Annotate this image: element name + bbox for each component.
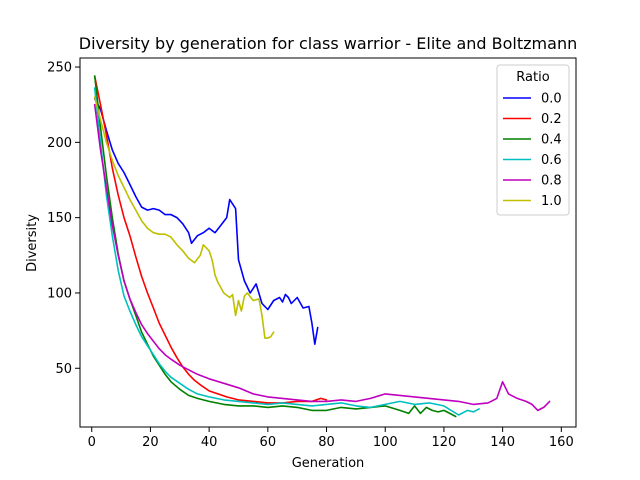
- x-tick-label: 160: [549, 435, 574, 450]
- series-line-0-0: [93, 97, 319, 346]
- x-tick-label: 0: [88, 435, 96, 450]
- x-tick-label: 120: [432, 435, 457, 450]
- x-tick-label: 80: [318, 435, 335, 450]
- legend-box: [496, 64, 570, 216]
- legend-entry-label: 0.2: [541, 112, 562, 127]
- legend-title: Ratio: [516, 70, 549, 85]
- series-line-0-6: [93, 87, 480, 416]
- y-tick-label: 100: [47, 286, 72, 301]
- x-tick-label: 100: [373, 435, 398, 450]
- legend-entry-label: 0.6: [541, 153, 562, 168]
- y-axis-label: Diversity: [25, 214, 40, 272]
- legend-entry-label: 0.4: [541, 133, 562, 148]
- x-tick-label: 40: [201, 435, 218, 450]
- x-tick-label: 140: [490, 435, 515, 450]
- legend-entry-label: 0.8: [541, 174, 562, 189]
- y-tick-label: 50: [55, 362, 72, 377]
- legend-items: 0.0 0.2 0.4 0.6 0.8 1.0: [503, 92, 562, 209]
- series-line-0-2: [93, 75, 328, 404]
- y-axis-ticks: 50 100 150 200 250: [47, 61, 80, 377]
- series-line-0-4: [93, 75, 457, 418]
- legend: Ratio 0.0 0.2 0.4 0.6 0.8 1.0: [496, 64, 570, 216]
- x-tick-label: 60: [260, 435, 277, 450]
- series-line-1-0: [93, 96, 275, 339]
- plot-area: [93, 75, 551, 418]
- series-line-0-8: [93, 103, 551, 412]
- x-axis-ticks: 0 20 40 60 80 100 120 140 160: [88, 427, 574, 450]
- legend-entry-label: 0.0: [541, 92, 562, 107]
- x-tick-label: 20: [142, 435, 159, 450]
- axes-frame: [79, 57, 577, 428]
- chart-title: Diversity by generation for class warrio…: [79, 34, 577, 53]
- legend-entry-label: 1.0: [541, 194, 562, 209]
- y-tick-label: 200: [47, 136, 72, 151]
- x-axis-label: Generation: [292, 456, 365, 471]
- y-tick-label: 150: [47, 211, 72, 226]
- y-tick-label: 250: [47, 61, 72, 76]
